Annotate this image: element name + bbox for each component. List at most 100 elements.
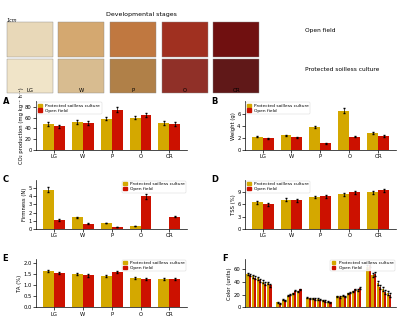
Y-axis label: Firmness (N): Firmness (N) <box>22 188 27 221</box>
Text: 1cm: 1cm <box>7 18 17 23</box>
Bar <box>252 137 262 150</box>
Bar <box>338 297 341 307</box>
Bar <box>130 118 140 150</box>
Bar <box>7 59 53 94</box>
Text: OR: OR <box>232 87 240 93</box>
Bar <box>292 200 302 229</box>
Legend: Protected soilless culture, Open field: Protected soilless culture, Open field <box>122 181 186 193</box>
Y-axis label: Weight (g): Weight (g) <box>231 112 236 140</box>
Bar <box>101 223 112 229</box>
Bar <box>130 278 140 307</box>
Text: A: A <box>3 97 9 106</box>
Bar <box>257 278 259 307</box>
Bar <box>252 203 262 229</box>
Bar <box>43 124 54 150</box>
Bar <box>252 276 254 307</box>
Bar <box>140 196 152 229</box>
Text: LG: LG <box>26 87 33 93</box>
Bar <box>338 194 349 229</box>
Bar <box>280 200 292 229</box>
Bar <box>140 115 152 150</box>
Bar <box>294 291 296 307</box>
Bar <box>309 127 320 150</box>
Bar <box>72 122 83 150</box>
Bar <box>58 59 104 94</box>
Bar <box>254 278 256 307</box>
Text: E: E <box>3 254 8 263</box>
Bar <box>349 192 360 229</box>
Bar <box>346 293 349 307</box>
Bar <box>322 301 324 307</box>
Bar <box>279 304 281 307</box>
Bar <box>378 190 389 229</box>
Bar <box>324 301 326 307</box>
Bar <box>306 298 309 307</box>
Bar <box>378 136 389 150</box>
Bar <box>368 265 371 307</box>
Text: Developmental stages: Developmental stages <box>106 12 177 17</box>
Bar <box>320 196 331 229</box>
Bar <box>43 271 54 307</box>
Bar <box>320 143 331 150</box>
Bar <box>140 279 152 307</box>
Bar <box>112 272 123 307</box>
Bar <box>292 293 294 307</box>
Bar <box>58 22 104 56</box>
Bar <box>213 22 259 56</box>
Bar <box>389 295 392 307</box>
Bar <box>269 286 272 307</box>
Legend: Protected soilless culture, Open field: Protected soilless culture, Open field <box>246 181 310 193</box>
Bar <box>374 274 376 307</box>
Text: B: B <box>212 97 218 106</box>
Bar <box>287 296 289 307</box>
Text: C: C <box>3 175 9 184</box>
Bar <box>349 293 351 307</box>
Bar <box>101 119 112 150</box>
Bar <box>329 302 332 307</box>
Bar <box>170 217 180 229</box>
Bar <box>292 137 302 150</box>
Bar <box>267 283 269 307</box>
Bar <box>112 227 123 229</box>
Bar <box>110 59 156 94</box>
Bar <box>312 298 314 307</box>
Bar <box>262 139 274 150</box>
Bar <box>359 288 362 307</box>
Bar <box>357 290 359 307</box>
Bar <box>367 133 378 150</box>
Legend: Protected soilless culture, Open field: Protected soilless culture, Open field <box>246 102 310 114</box>
Bar <box>379 287 381 307</box>
Bar <box>354 289 356 307</box>
Bar <box>110 22 156 56</box>
Bar <box>297 291 299 307</box>
Bar <box>170 279 180 307</box>
Bar <box>246 274 249 307</box>
Legend: Protected soilless culture, Open field: Protected soilless culture, Open field <box>37 102 102 114</box>
Bar <box>262 204 274 229</box>
Legend: Protected soilless culture, Open field: Protected soilless culture, Open field <box>330 260 395 271</box>
Bar <box>101 276 112 307</box>
Bar <box>327 302 329 307</box>
Bar <box>352 291 354 307</box>
Bar <box>162 59 208 94</box>
Bar <box>7 22 53 56</box>
Bar <box>54 273 65 307</box>
Text: Open field: Open field <box>305 29 336 33</box>
Text: F: F <box>222 254 228 263</box>
Y-axis label: Color (units): Color (units) <box>228 267 232 300</box>
Bar <box>289 294 291 307</box>
Bar <box>83 275 94 307</box>
Bar <box>83 224 94 229</box>
Bar <box>72 274 83 307</box>
Bar <box>314 299 316 307</box>
Bar <box>112 110 123 150</box>
Bar <box>387 293 389 307</box>
Bar <box>309 197 320 229</box>
Bar <box>213 59 259 94</box>
Bar <box>130 226 140 229</box>
Bar <box>338 111 349 150</box>
Bar <box>262 281 264 307</box>
Bar <box>264 283 266 307</box>
Bar <box>317 299 319 307</box>
Y-axis label: CO₂ production (mg kg⁻¹ h⁻¹): CO₂ production (mg kg⁻¹ h⁻¹) <box>19 87 24 164</box>
